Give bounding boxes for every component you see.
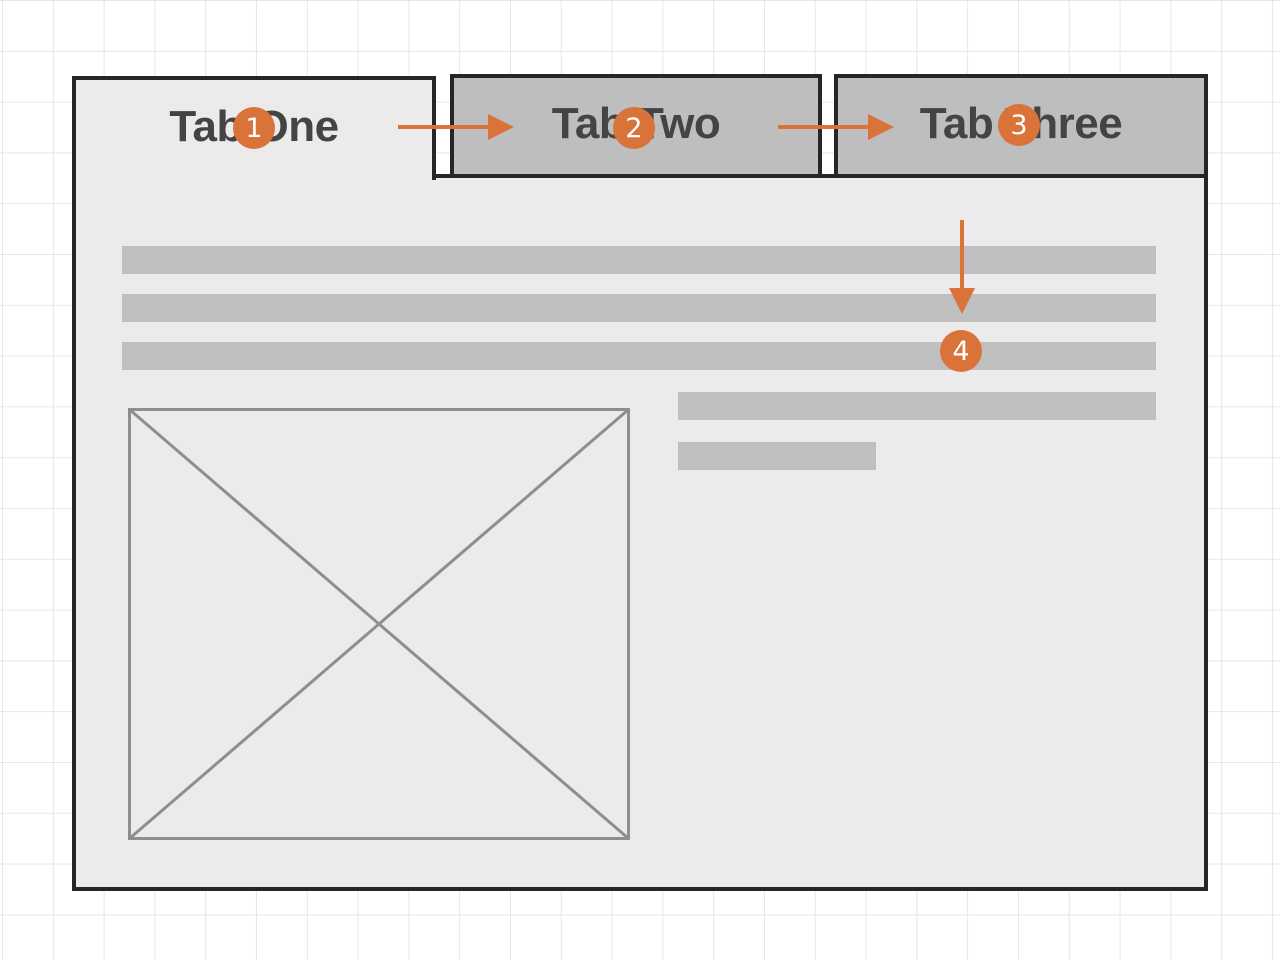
tab-content-panel: [72, 174, 1208, 891]
text-placeholder-line: [122, 246, 1156, 274]
step-marker-2: 2: [613, 107, 655, 149]
step-marker-1: 1: [233, 107, 275, 149]
text-placeholder-line: [122, 294, 1156, 322]
step-marker-3: 3: [998, 104, 1040, 146]
text-placeholder-line: [122, 342, 1156, 370]
text-placeholder-line: [678, 392, 1156, 420]
text-placeholder-line: [678, 442, 876, 470]
image-placeholder-icon: [128, 408, 630, 840]
step-marker-4: 4: [940, 330, 982, 372]
